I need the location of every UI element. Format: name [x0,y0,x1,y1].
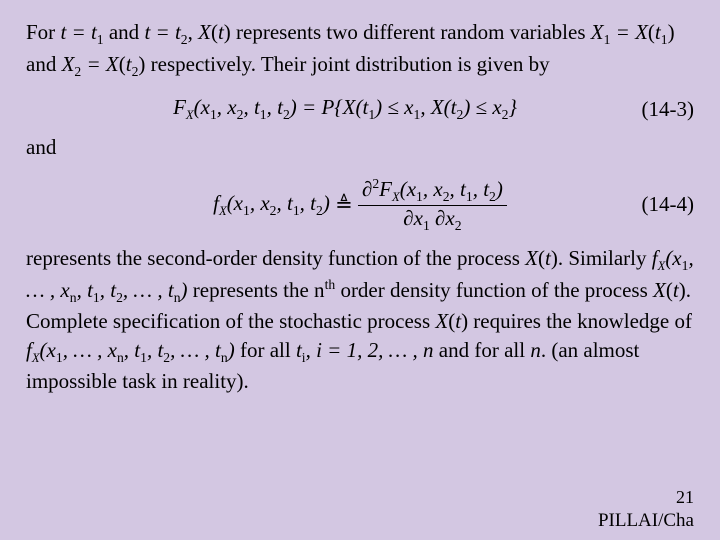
author-label: PILLAI/Cha [598,510,694,532]
footer: 21 PILLAI/Cha [598,487,694,532]
eq-number-14-4: (14-4) [624,192,694,217]
and-label: and [26,133,694,161]
equation-14-3: FX(x1, x2, t1, t2) = P{X(t1) ≤ x1, X(t2)… [26,95,694,123]
eq-number-14-3: (14-3) [624,97,694,122]
body-paragraph: represents the second-order density func… [26,244,694,396]
equation-14-4: fX(x1, x2, t1, t2) ≜ ∂2FX(x1, x2, t1, t2… [26,176,694,234]
intro-paragraph: For t = t1 and t = t2, X(t) represents t… [26,18,694,81]
page-number: 21 [598,487,694,508]
